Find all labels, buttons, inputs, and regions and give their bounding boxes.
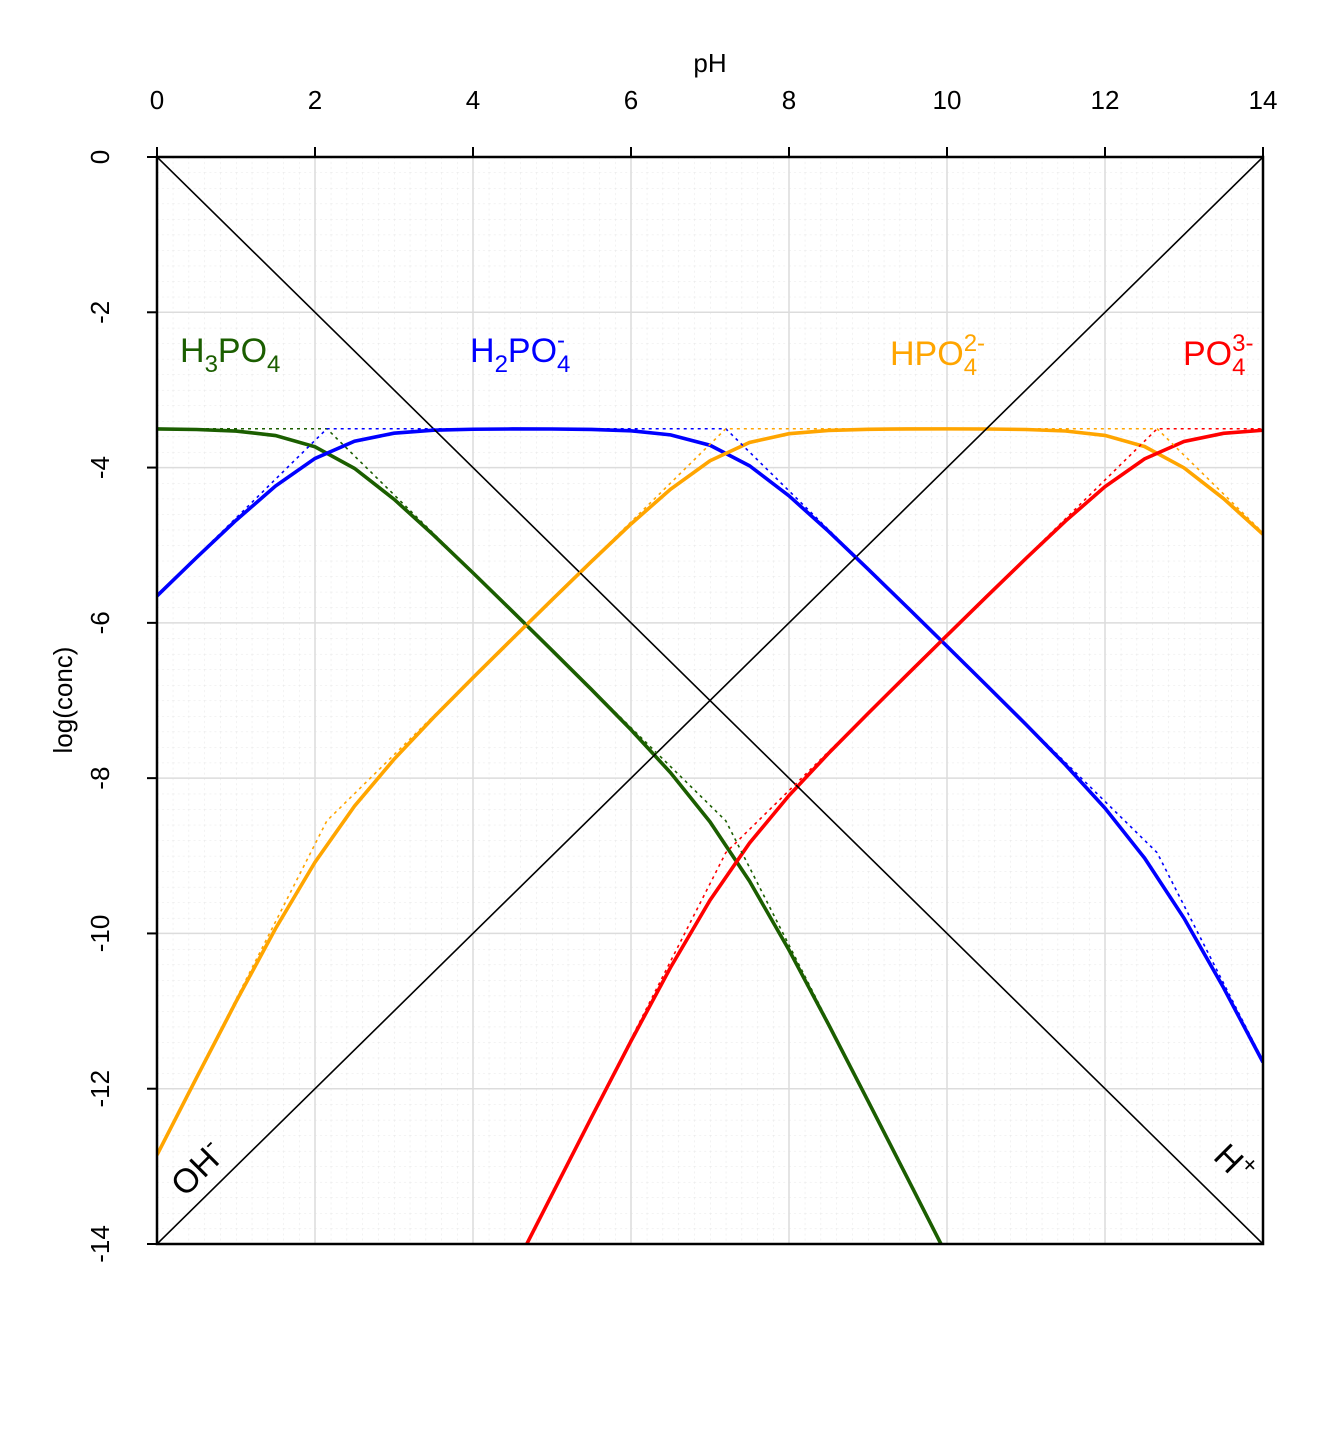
x-tick-label: 0 [150,85,164,115]
label-part: 2- [964,330,985,357]
label-part: 4 [964,354,977,381]
label-part: 4 [557,351,570,378]
label-part: 3- [1232,330,1253,357]
label-part: 4 [1232,354,1245,381]
x-tick-label: 2 [308,85,322,115]
y-tick-label: -6 [85,611,115,634]
y-tick-label: -8 [85,767,115,790]
series-label: HPO42- [890,330,985,381]
label-part: 4 [267,351,280,378]
asymptote-line [525,427,1263,1244]
x-tick-label: 8 [782,85,796,115]
series-label: H2PO4- [470,327,570,378]
label-part: PO [508,332,557,370]
label-part: PO [218,332,267,370]
x-axis-title: pH [693,48,726,78]
asymptote-line [157,427,1263,1156]
x-tick-label: 6 [624,85,638,115]
plot-frame [155,155,1265,1246]
label-part: H [180,332,205,370]
x-tick-label: 4 [466,85,480,115]
x-tick-label: 10 [933,85,962,115]
label-part: H [470,332,495,370]
y-tick-label: -2 [85,301,115,324]
y-tick-label: 0 [85,150,115,164]
y-tick-label: -10 [85,915,115,953]
y-tick-label: -4 [85,456,115,479]
label-part: PO [1183,335,1232,373]
asymptote-line [157,427,942,1244]
label-part: - [557,327,565,354]
series-line [157,157,1263,1244]
plot-area [157,157,1263,1244]
series-line [524,428,1263,1244]
series-label: H3PO4 [180,332,280,378]
label-part: 2 [495,351,508,378]
series-line [157,427,944,1244]
series-line [157,427,1263,1156]
x-tick-label: 14 [1249,85,1278,115]
label-part: HPO [890,335,964,373]
y-tick-label: -14 [85,1225,115,1263]
y-tick-label: -12 [85,1070,115,1108]
x-tick-label: 12 [1091,85,1120,115]
y-axis-title: log(conc) [48,647,78,754]
series-label: PO43- [1183,330,1253,381]
label-part: 3 [205,351,218,378]
